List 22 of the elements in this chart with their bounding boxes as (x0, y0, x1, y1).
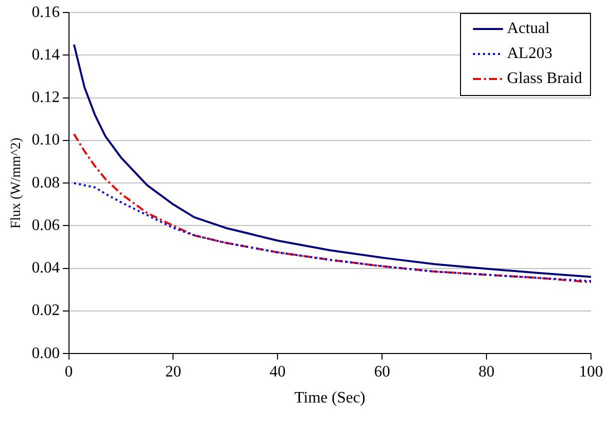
legend-label: Actual (507, 20, 550, 38)
y-tick-label: 0.04 (32, 260, 60, 277)
x-axis-title: Time (Sec) (294, 390, 366, 407)
y-tick-label: 0.14 (32, 46, 60, 64)
x-tick-label: 80 (478, 363, 495, 380)
x-tick-label: 20 (165, 363, 182, 380)
y-tick-label: 0.00 (32, 344, 60, 362)
y-tick-label: 0.12 (32, 89, 60, 106)
x-tick-label: 60 (374, 363, 390, 380)
line-series (73, 133, 591, 284)
line-series (73, 182, 591, 282)
y-tick-label: 0.10 (32, 132, 60, 149)
y-tick-label: 0.06 (32, 216, 60, 234)
legend-label: AL203 (507, 45, 552, 64)
y-tick-label: 0.08 (32, 174, 60, 192)
y-tick-label: 0.16 (32, 4, 60, 21)
x-tick-label: 0 (64, 363, 73, 380)
legend-label: Glass Braid (507, 70, 582, 88)
y-tick-label: 0.02 (32, 302, 60, 320)
x-tick-label: 40 (270, 363, 286, 380)
y-axis-title: Flux (W/mm^2) (9, 137, 24, 229)
x-tick-label: 100 (579, 363, 603, 380)
